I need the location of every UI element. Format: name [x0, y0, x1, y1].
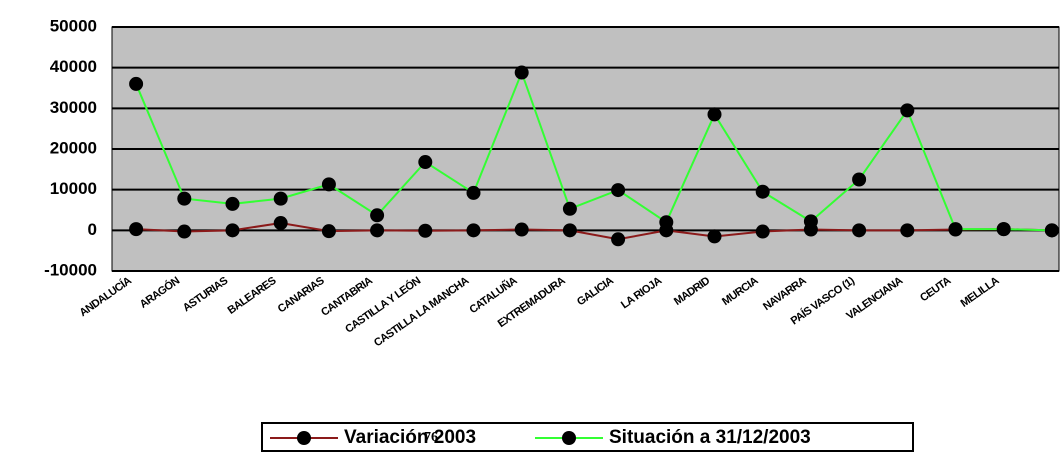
data-point — [273, 191, 288, 206]
y-tick-label: 40000 — [50, 57, 97, 76]
data-point — [852, 172, 867, 187]
x-tick-label: LA RIOJA — [619, 275, 664, 312]
x-tick-label: BALEARES — [226, 275, 279, 317]
data-point — [418, 223, 433, 238]
data-point — [225, 223, 240, 238]
data-point — [129, 222, 144, 237]
x-tick-label: CEUTA — [918, 275, 953, 305]
y-tick-label: 50000 — [50, 16, 97, 35]
data-point — [177, 191, 192, 206]
x-tick-label: GALICIA — [575, 275, 616, 309]
y-tick-label: 0 — [88, 220, 97, 239]
x-tick-label: ARAGÓN — [137, 274, 182, 311]
data-point — [466, 185, 481, 200]
page-number: 76 — [424, 430, 438, 445]
data-point — [370, 223, 385, 238]
legend-label: Situación a 31/12/2003 — [609, 427, 811, 448]
data-point — [177, 224, 192, 239]
y-tick-label: 10000 — [50, 179, 97, 198]
x-tick-label: MURCIA — [720, 275, 761, 308]
legend-marker — [297, 431, 311, 445]
x-tick-label: ASTURIAS — [181, 275, 230, 314]
data-point — [948, 222, 963, 237]
data-point — [803, 214, 818, 229]
data-point — [900, 223, 915, 238]
data-point — [514, 222, 529, 237]
data-point — [852, 223, 867, 238]
data-point — [659, 215, 674, 230]
legend-label: Variación 2003 — [344, 427, 476, 448]
x-tick-label: MELILLA — [959, 275, 1002, 310]
data-point — [225, 196, 240, 211]
y-tick-label: -10000 — [44, 260, 97, 279]
data-point — [273, 216, 288, 231]
data-point — [755, 184, 770, 199]
legend-marker — [562, 431, 576, 445]
data-point — [321, 177, 336, 192]
data-point — [418, 155, 433, 170]
data-point — [562, 223, 577, 238]
x-tick-label: NAVARRA — [761, 275, 809, 313]
data-point — [707, 107, 722, 122]
data-point — [611, 232, 626, 247]
data-point — [514, 65, 529, 80]
x-tick-label: CASTILLA LA MANCHA — [372, 275, 472, 350]
data-point — [900, 103, 915, 118]
data-point — [321, 224, 336, 239]
data-point — [996, 222, 1011, 237]
data-point — [370, 208, 385, 223]
data-point — [129, 76, 144, 91]
y-tick-label: 30000 — [50, 98, 97, 117]
data-point — [1044, 223, 1059, 238]
plot — [112, 26, 1059, 272]
data-point — [466, 223, 481, 238]
x-tick-label: MADRID — [672, 275, 713, 308]
x-tick-label: ANDALUCÍA — [77, 274, 134, 319]
data-point — [611, 183, 626, 198]
series-line — [135, 69, 1052, 232]
y-tick-label: 20000 — [50, 138, 97, 157]
data-point — [755, 224, 770, 239]
series-line — [136, 222, 1052, 241]
data-point — [707, 229, 722, 244]
data-point — [562, 201, 577, 216]
